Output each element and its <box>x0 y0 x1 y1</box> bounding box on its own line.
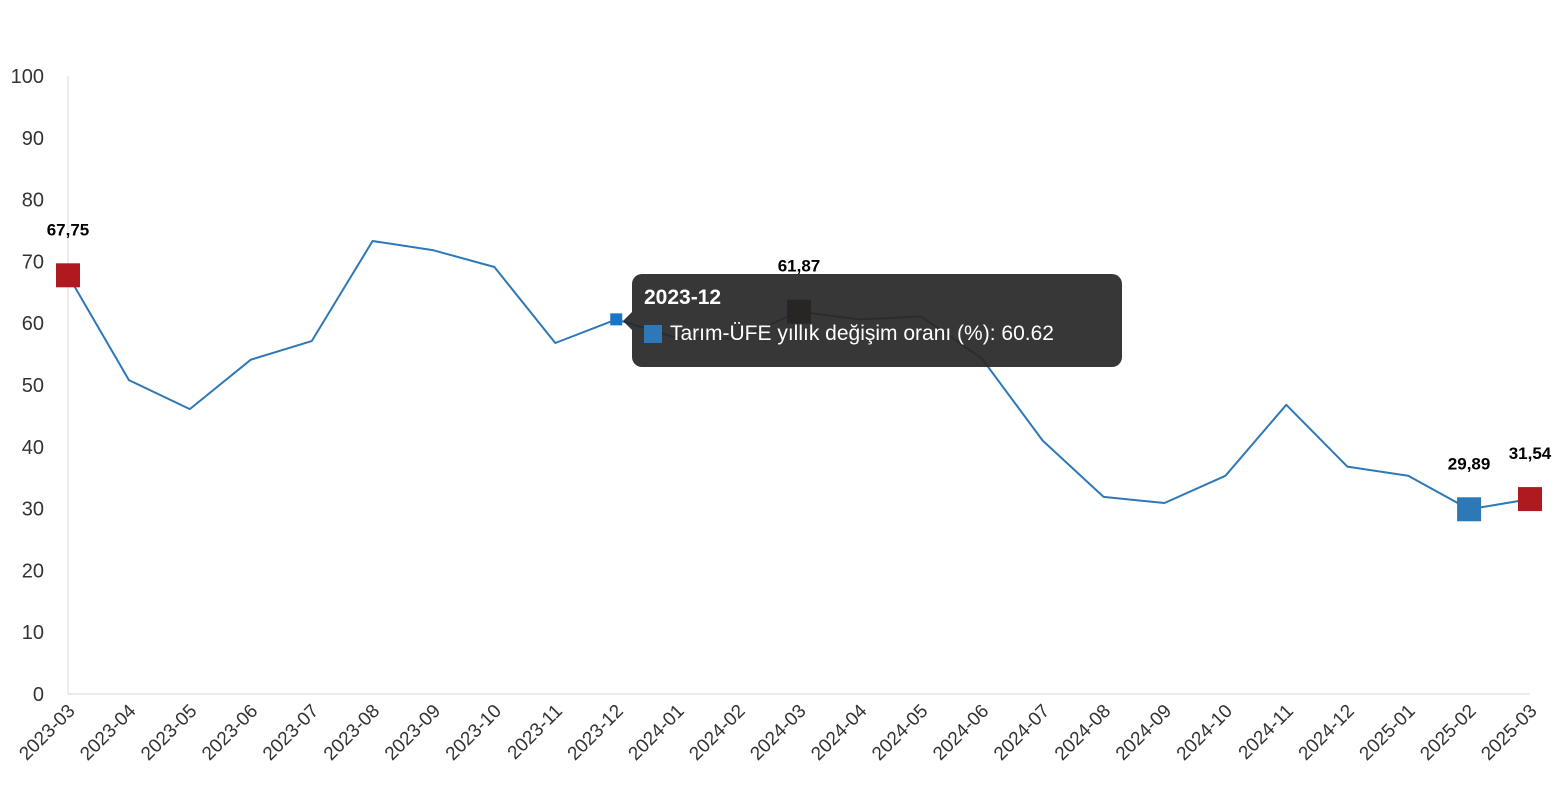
x-tick-label: 2023-05 <box>137 701 201 765</box>
y-tick-label: 90 <box>22 128 44 150</box>
y-tick-label: 30 <box>22 499 44 521</box>
x-tick-label: 2023-04 <box>76 700 140 764</box>
y-tick-label: 20 <box>22 560 44 582</box>
tooltip-series-value: Tarım-ÜFE yıllık değişim oranı (%): 60.6… <box>670 322 1054 345</box>
x-tick-label: 2023-06 <box>198 701 262 765</box>
y-axis: 0 10 20 30 40 50 60 70 80 90 100 <box>11 66 69 706</box>
x-tick-label: 2024-12 <box>1295 701 1359 765</box>
x-axis: 2023-032023-042023-052023-062023-072023-… <box>15 693 1542 765</box>
x-tick-label: 2024-07 <box>990 701 1054 765</box>
y-tick-label: 60 <box>22 313 44 335</box>
x-tick-label: 2023-03 <box>15 701 79 765</box>
x-tick-label: 2024-09 <box>1112 701 1176 765</box>
x-tick-label: 2024-01 <box>625 701 689 765</box>
x-tick-label: 2023-09 <box>381 701 445 765</box>
y-tick-label: 10 <box>22 622 44 644</box>
x-tick-label: 2024-06 <box>929 701 993 765</box>
y-tick-label: 0 <box>33 684 44 706</box>
tooltip-title: 2023-12 <box>644 286 722 309</box>
x-tick-label: 2023-07 <box>259 701 323 765</box>
markers-layer <box>56 263 1542 522</box>
x-tick-label: 2023-12 <box>564 701 628 765</box>
x-tick-label: 2025-01 <box>1356 701 1420 765</box>
data-labels-layer: 67,75 61,87 29,89 31,54 <box>47 220 1552 473</box>
x-tick-label: 2023-10 <box>442 701 506 765</box>
data-label: 61,87 <box>778 257 821 276</box>
hover-marker <box>610 313 623 326</box>
x-tick-label: 2024-11 <box>1235 701 1298 764</box>
y-tick-label: 40 <box>22 437 44 459</box>
y-tick-label: 50 <box>22 375 44 397</box>
data-label: 31,54 <box>1509 444 1552 463</box>
x-tick-label: 2024-10 <box>1173 701 1237 765</box>
y-tick-label: 100 <box>11 66 44 88</box>
chart-tooltip: 2023-12 Tarım-ÜFE yıllık değişim oranı (… <box>623 274 1122 367</box>
tooltip-pointer <box>623 312 632 330</box>
highlight-marker <box>56 263 80 288</box>
data-label: 67,75 <box>47 220 90 239</box>
x-tick-label: 2023-08 <box>320 701 384 765</box>
y-tick-label: 70 <box>22 251 44 273</box>
x-tick-label: 2025-03 <box>1477 701 1541 765</box>
tooltip-row: Tarım-ÜFE yıllık değişim oranı (%): 60.6… <box>644 322 1110 346</box>
y-tick-label: 80 <box>22 190 44 212</box>
data-label: 29,89 <box>1448 454 1491 473</box>
x-tick-label: 2024-08 <box>1051 701 1115 765</box>
highlight-marker <box>1457 497 1482 522</box>
x-tick-label: 2024-05 <box>868 701 932 765</box>
x-tick-label: 2023-11 <box>504 701 567 764</box>
x-tick-label: 2025-02 <box>1416 701 1480 765</box>
x-tick-label: 2024-03 <box>746 701 810 765</box>
tooltip-series-swatch <box>644 325 662 343</box>
highlight-marker <box>1518 487 1542 512</box>
x-tick-label: 2024-02 <box>685 701 749 765</box>
x-tick-label: 2024-04 <box>807 700 871 764</box>
